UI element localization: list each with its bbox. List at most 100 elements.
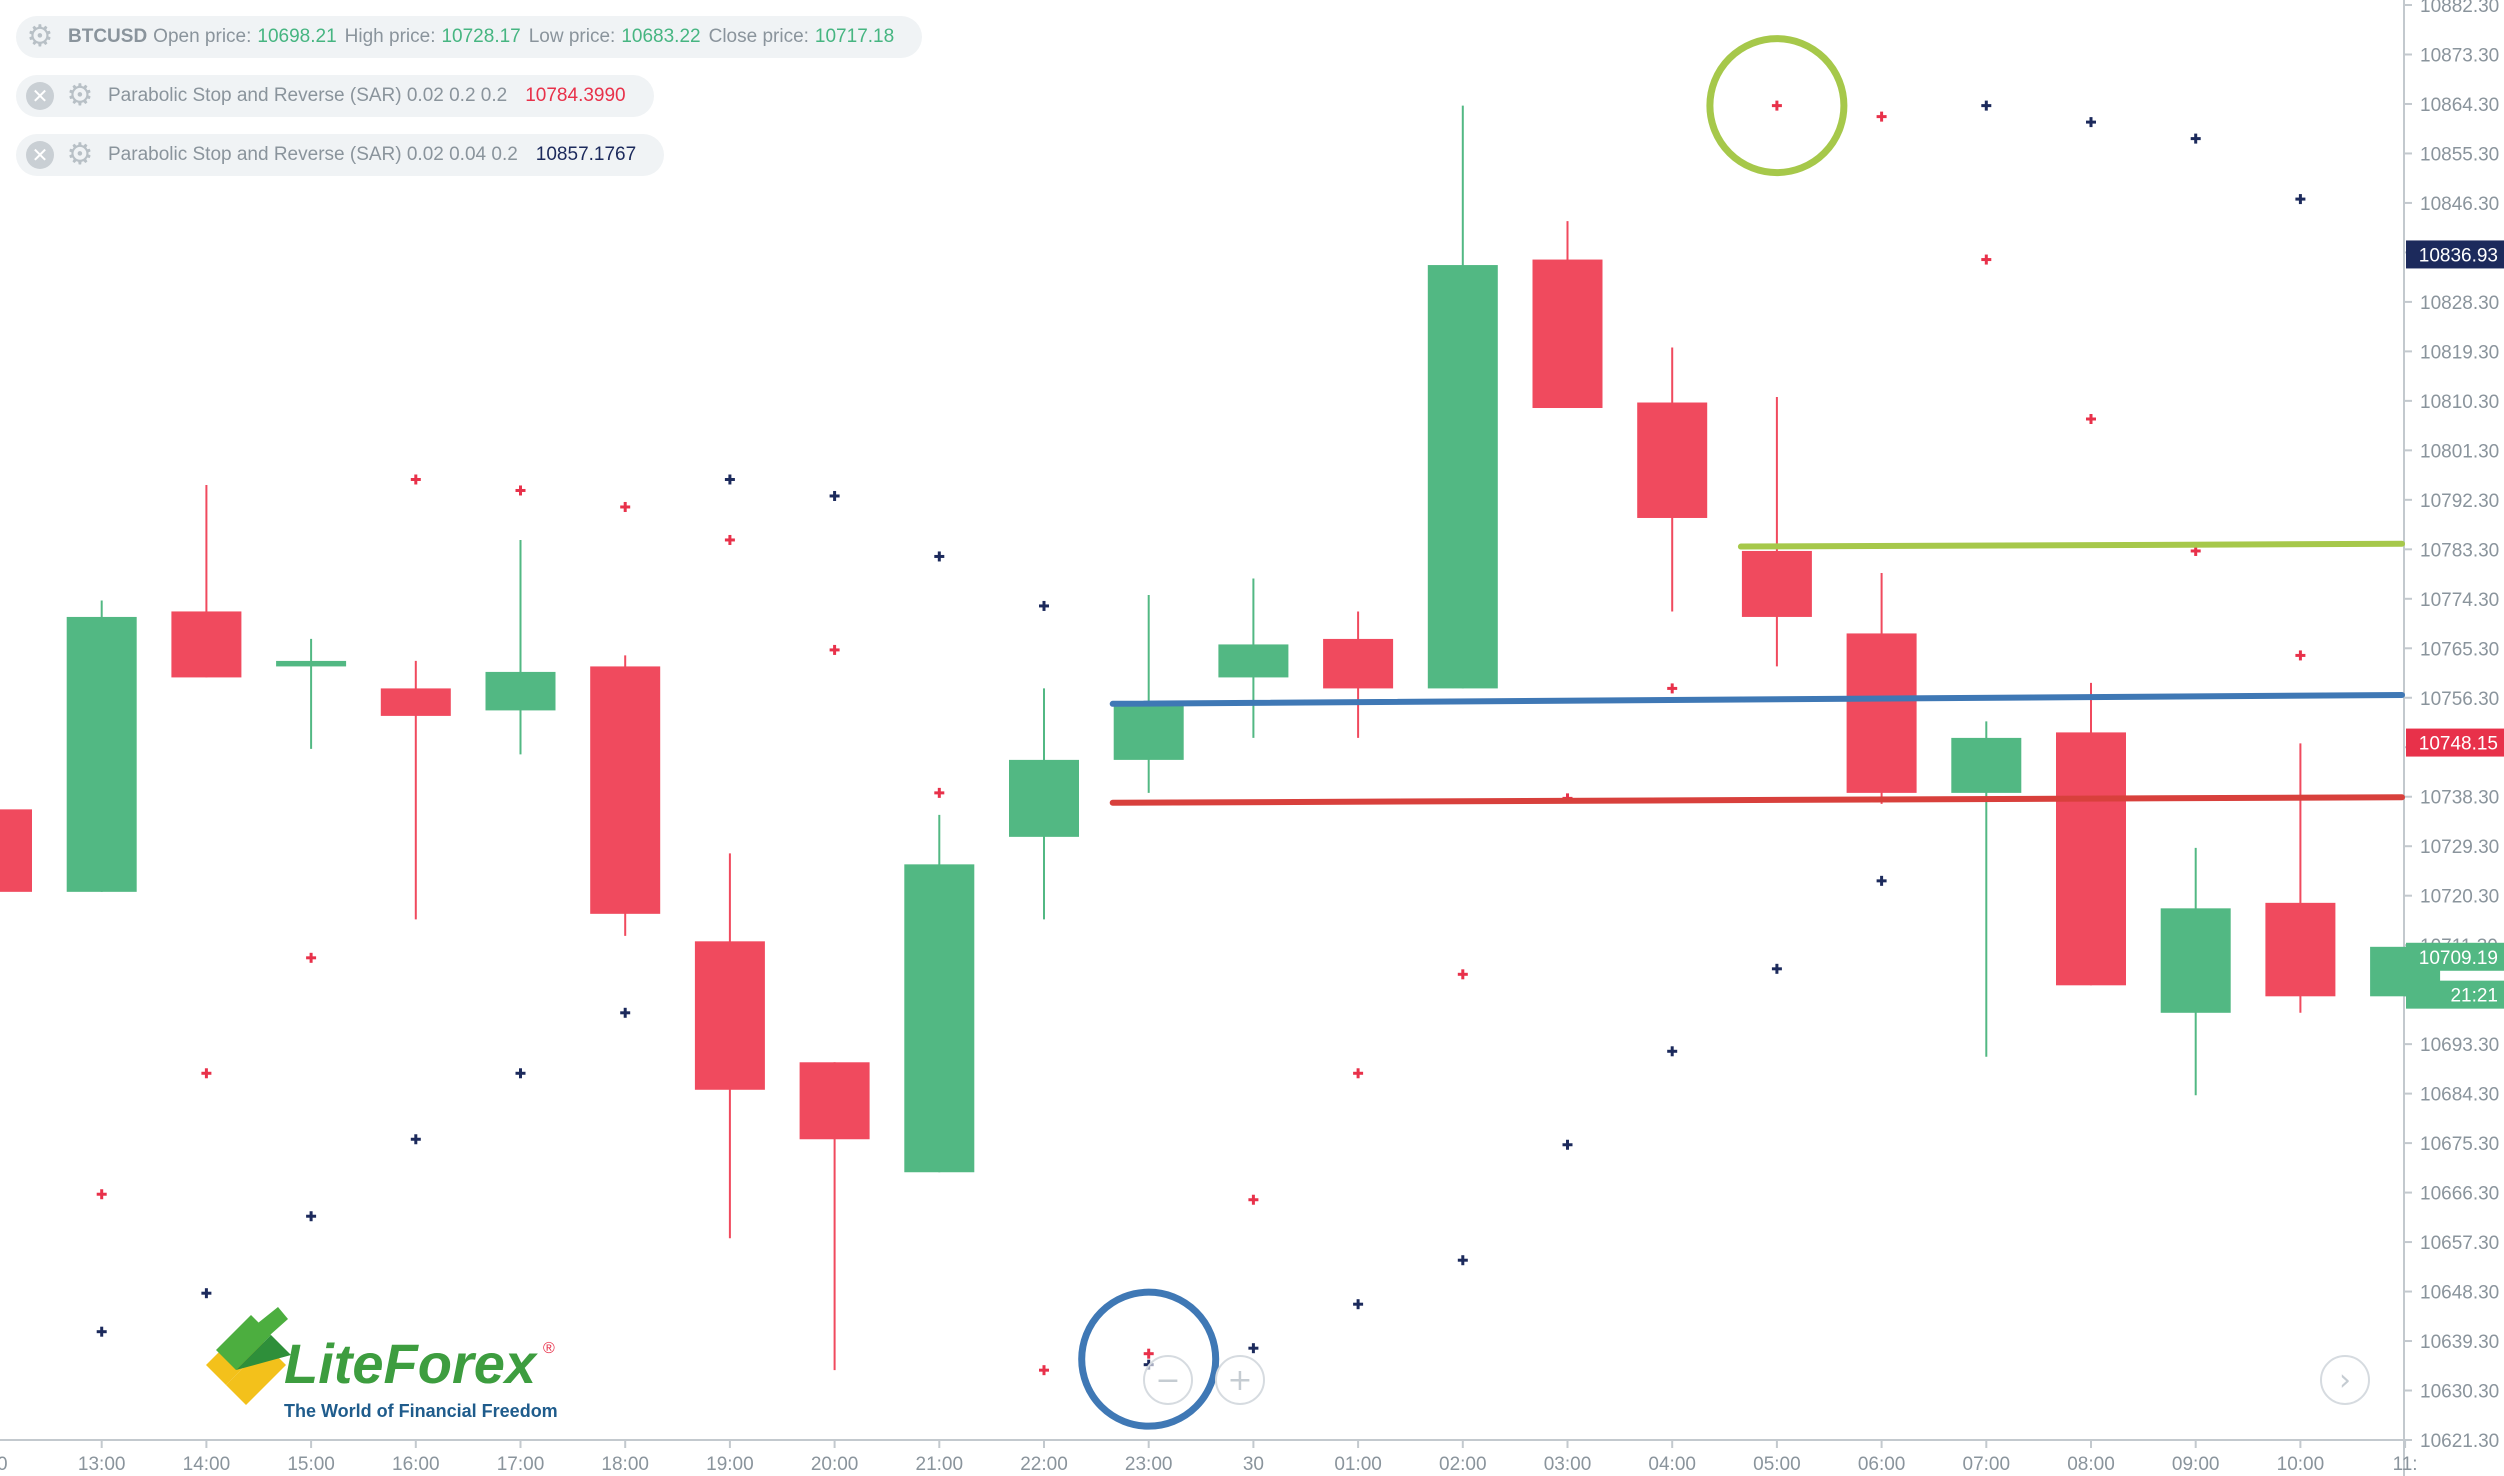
price-label: 21:21: [2406, 980, 2504, 1009]
sar-fast-point: [934, 787, 945, 798]
sar-slow-point: [934, 551, 945, 562]
candle-body: [590, 666, 661, 914]
sar-slow-point: [829, 490, 840, 501]
y-tick-label: 10621.30: [2420, 1431, 2499, 1452]
candle-body: [171, 611, 242, 678]
sar-fast-point: [306, 952, 317, 963]
price-label-text: 10709.19: [2419, 948, 2498, 969]
sar1-legend: ✕ ⚙ Parabolic Stop and Reverse (SAR) 0.0…: [16, 75, 654, 117]
sar-fast-point: [410, 474, 421, 485]
sar-fast-point: [1876, 111, 1887, 122]
y-tick-label: 10666.30: [2420, 1184, 2499, 1205]
candle-body: [0, 809, 32, 892]
sar-fast-point: [2086, 414, 2096, 425]
candle-body: [1741, 550, 1812, 617]
candle-body: [1218, 644, 1289, 678]
y-tick-label: 10801.30: [2420, 441, 2499, 462]
close-value: 10717.18: [814, 26, 895, 47]
sar-fast-point: [829, 644, 840, 655]
logo-brand: LiteForex: [284, 1332, 539, 1395]
close-icon[interactable]: ✕: [26, 141, 54, 169]
y-tick-label: 10657.30: [2420, 1233, 2499, 1254]
gear-icon[interactable]: ⚙: [66, 78, 94, 113]
y-tick-label: 10765.30: [2420, 639, 2499, 660]
scroll-right-button[interactable]: ›: [2320, 1355, 2370, 1405]
blue-trend-line: [1109, 692, 2405, 707]
sar-fast-point: [201, 1068, 212, 1079]
candle-body: [485, 671, 556, 711]
candle-body: [904, 864, 975, 1173]
liteforex-logo: LiteForex ® The World of Financial Freed…: [206, 1307, 558, 1421]
price-label: 10748.15: [2406, 728, 2504, 757]
sar-slow-point: [306, 1211, 317, 1222]
low-value: 10683.22: [621, 26, 701, 47]
sar-slow-point: [1248, 1343, 1259, 1354]
x-tick-label: 21:00: [916, 1454, 964, 1475]
x-tick-label: 07:00: [1963, 1454, 2011, 1475]
y-tick-label: 10630.30: [2420, 1382, 2499, 1403]
gear-icon[interactable]: ⚙: [26, 19, 54, 54]
close-icon[interactable]: ✕: [26, 82, 54, 110]
sar-slow-point: [1039, 600, 1049, 611]
x-tick-label: 30: [1243, 1454, 1264, 1475]
minus-icon: −: [1155, 1362, 1181, 1398]
sar-fast-point: [1353, 1068, 1364, 1079]
sar-fast-point: [1981, 254, 1992, 265]
sar-slow-point: [2295, 194, 2306, 205]
x-tick-label: 06:00: [1858, 1454, 1906, 1475]
sar-fast-point: [96, 1189, 107, 1200]
candle-body: [2056, 732, 2126, 986]
y-tick-label: 10882.30: [2420, 0, 2499, 17]
y-tick-label: 10873.30: [2420, 45, 2499, 66]
sar-fast-point: [1143, 1348, 1154, 1359]
logo-tagline: The World of Financial Freedom: [284, 1401, 558, 1421]
green-highlight-circle: [1706, 35, 1848, 177]
symbol-legend: ⚙ BTCUSD Open price: 10698.21 High price…: [16, 16, 923, 58]
x-tick-label: 23:00: [1125, 1454, 1173, 1475]
high-label: High price:: [344, 26, 436, 47]
zoom-in-button[interactable]: +: [1215, 1355, 1265, 1405]
y-tick-label: 10639.30: [2420, 1332, 2499, 1353]
price-label-text: 21:21: [2450, 986, 2498, 1007]
x-tick-label: 13:00: [78, 1454, 126, 1475]
sar-slow-point: [1457, 1255, 1468, 1266]
sar-fast-point: [1771, 100, 1782, 111]
zoom-out-button[interactable]: −: [1143, 1355, 1193, 1405]
candle-body: [1637, 402, 1708, 518]
y-tick-label: 10792.30: [2420, 491, 2499, 512]
sar-slow-point: [96, 1326, 107, 1337]
x-tick-label: 05:00: [1753, 1454, 1801, 1475]
candle-body: [2160, 908, 2231, 1013]
sar-slow-point: [201, 1288, 212, 1299]
y-tick-label: 10720.30: [2420, 887, 2499, 908]
sar-fast-point: [1039, 1365, 1049, 1376]
gear-icon[interactable]: ⚙: [66, 137, 94, 172]
candle-body: [1532, 259, 1603, 409]
sar-slow-point: [2190, 133, 2201, 144]
y-tick-label: 10774.30: [2420, 590, 2499, 611]
sar-fast-point: [1457, 969, 1468, 980]
candle-body: [1427, 265, 1498, 689]
sar1-value: 10784.3990: [525, 85, 626, 106]
candle-body: [66, 616, 137, 892]
y-tick-label: 10693.30: [2420, 1035, 2499, 1056]
candle-body: [1009, 759, 1079, 837]
x-tick-label: 14:00: [183, 1454, 231, 1475]
blue-highlight-circle: [1078, 1288, 1220, 1430]
sar2-label: Parabolic Stop and Reverse (SAR) 0.02 0.…: [108, 144, 518, 165]
sar-fast-point: [1667, 683, 1678, 694]
green-trend-line: [1737, 540, 2405, 550]
sar-fast-point: [620, 501, 631, 512]
x-tick-label: 20:00: [811, 1454, 859, 1475]
sar-fast-point: [724, 534, 735, 545]
candle-body: [1951, 737, 2022, 793]
y-tick-label: 10729.30: [2420, 837, 2499, 858]
candle-body: [1113, 704, 1184, 760]
sar-slow-point: [1981, 100, 1992, 111]
x-tick-label: 19:00: [706, 1454, 754, 1475]
x-tick-label: 18:00: [601, 1454, 649, 1475]
x-tick-label: 09:00: [2172, 1454, 2220, 1475]
sar-slow-point: [724, 474, 735, 485]
sar-slow-point: [620, 1007, 631, 1018]
